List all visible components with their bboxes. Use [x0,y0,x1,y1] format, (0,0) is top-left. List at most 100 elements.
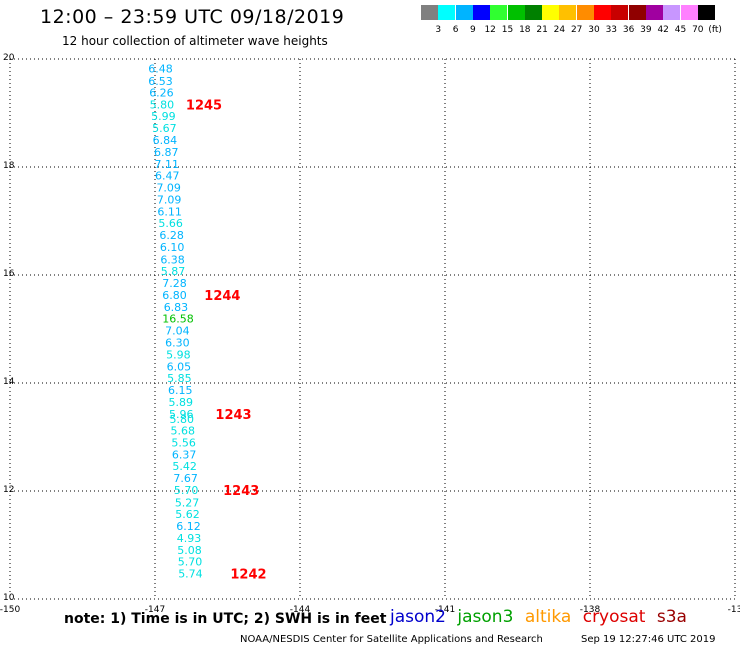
scale-swatch [611,5,629,20]
swh-value: 5.70 [174,484,199,497]
x-tick-label: -150 [0,605,20,615]
time-annotation: 1242 [230,568,266,583]
generation-timestamp: Sep 19 12:27:46 UTC 2019 [581,634,716,645]
swh-value: 7.04 [165,325,190,338]
swh-value: 16.58 [162,313,194,326]
scale-swatch [542,5,560,20]
scale-label: 70 [692,25,704,35]
y-tick-label: 16 [3,269,15,279]
swh-value: 5.27 [175,496,200,509]
swh-value: 5.89 [169,396,194,409]
scale-swatch [507,5,525,20]
x-tick-label: -138 [580,605,601,615]
x-tick-label: -147 [145,605,165,615]
swh-value: 5.68 [170,425,195,438]
scale-label: 33 [605,25,618,35]
swh-value: 5.62 [175,508,200,521]
scale-swatch [421,5,438,20]
swh-value: 5.85 [167,372,192,385]
scale-swatch [645,5,663,20]
swh-value: 5.80 [150,98,175,111]
swh-value: 6.15 [168,384,193,397]
scale-label: 15 [501,25,514,35]
swh-value: 5.56 [171,436,196,449]
swh-value: 6.47 [155,170,180,183]
legend-jason3: jason3 [457,607,514,627]
swh-value: 6.84 [153,134,178,147]
legend-s3a: s3a [656,607,687,627]
scale-swatch [524,5,542,20]
swh-value: 7.11 [155,158,180,171]
scale-swatch [438,5,456,20]
chart-subtitle: 12 hour collection of altimeter wave hei… [62,34,328,48]
x-tick-label: -13 [728,605,740,615]
scale-label: 21 [536,25,548,35]
swh-value: 5.87 [161,265,186,278]
y-tick-label: 12 [3,485,14,495]
swh-value: 7.67 [173,472,198,485]
time-annotation: 1243 [215,408,251,423]
swh-value: 6.05 [167,360,192,373]
legend-jason2: jason2 [390,607,446,627]
footer-note: note: 1) Time is in UTC; 2) SWH is in fe… [64,611,387,627]
scale-label: 3 [435,25,442,35]
legend-cryosat: cryosat [582,607,646,627]
swh-value: 5.66 [158,217,183,230]
scale-label: 27 [570,25,583,35]
scale-label: 9 [470,25,476,35]
swh-value: 5.67 [152,122,177,135]
scale-label: 6 [452,25,459,35]
swh-value: 5.99 [151,110,176,123]
scale-label: 24 [553,25,566,35]
swh-value: 5.42 [172,460,197,473]
y-tick-label: 20 [3,53,15,63]
scale-label: 12 [484,25,496,35]
swh-value: 7.28 [162,277,187,290]
scale-swatch [559,5,577,20]
scale-swatch [490,5,508,20]
swh-value: 6.12 [176,520,201,533]
scale-swatch [663,5,681,20]
y-tick-label: 10 [3,593,15,603]
scale-label: 42 [657,25,669,35]
time-annotation: 1243 [223,484,259,499]
x-tick-label: -144 [290,605,311,615]
swh-value: 6.30 [165,337,190,350]
scale-swatch [455,5,473,20]
scale-swatch [628,5,646,20]
swh-value: 6.11 [157,205,182,218]
scale-swatch [472,5,490,20]
swh-value: 7.09 [156,182,181,195]
swh-value: 6.10 [160,241,185,254]
scale-label: (ft) [708,25,722,35]
scale-label: 45 [674,25,687,35]
swh-value: 6.83 [164,301,189,314]
swh-value: 7.09 [157,193,182,206]
swh-value: 6.87 [154,146,179,159]
swh-value: 5.08 [177,544,202,557]
chart-title: 12:00 – 23:59 UTC 09/18/2019 [40,6,345,28]
swh-value: 6.38 [160,253,185,266]
scale-label: 18 [519,25,531,35]
scale-swatch [594,5,611,20]
x-tick-label: -141 [435,605,455,615]
scale-swatch [576,5,594,20]
swh-value: 6.37 [172,448,197,461]
scale-swatch [680,5,698,20]
swh-value: 6.80 [162,289,187,302]
time-annotation: 1245 [186,98,222,113]
credit-line: NOAA/NESDIS Center for Satellite Applica… [240,634,543,645]
satellite-legend: jason2 jason3 altika cryosat s3a [390,607,693,627]
swh-value: 5.98 [166,348,191,361]
swh-value: 5.96 [169,408,194,421]
swh-value: 6.48 [148,63,173,76]
y-tick-label: 18 [3,161,15,171]
time-annotation: 1244 [204,289,240,304]
swh-value: 6.53 [148,75,173,88]
swh-value: 5.70 [178,556,203,569]
swh-value: 4.93 [177,532,202,545]
scale-label: 30 [588,25,600,35]
legend-altika: altika [524,607,572,627]
y-tick-label: 14 [3,377,15,387]
